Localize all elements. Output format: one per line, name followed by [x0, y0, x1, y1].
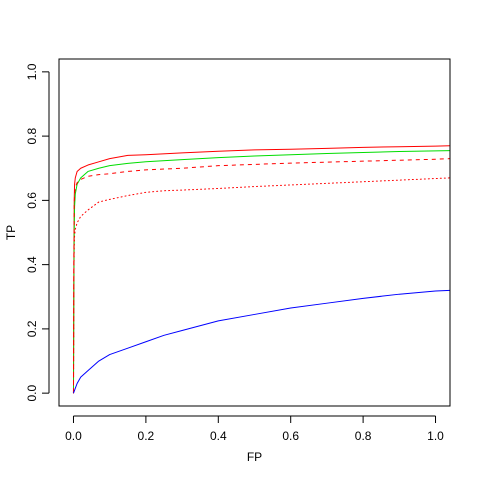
x-tick-label: 1.0	[427, 429, 444, 443]
y-tick-label: 0.2	[25, 320, 39, 337]
x-tick-label: 0.6	[282, 429, 299, 443]
chart-series-group	[72, 145, 450, 394]
plot-frame	[58, 58, 451, 407]
y-axis-label: TP	[4, 225, 18, 240]
x-tick-label: 0.0	[65, 429, 82, 443]
x-tick-label: 0.4	[210, 429, 227, 443]
series-line-1	[72, 145, 450, 394]
y-tick-label: 1.0	[25, 63, 39, 80]
series-line-2	[72, 150, 450, 394]
chart-axes: 0.0 0.2 0.4 0.6 0.8 1.0 0.0 0.2 0.4 0.6 0.8 1.0 FP…	[4, 58, 451, 464]
y-tick-label: 0.8	[25, 127, 39, 144]
series-line-4	[72, 177, 450, 394]
x-axis-label: FP	[247, 450, 262, 464]
y-axis-ticks: 0.0 0.2 0.4 0.6 0.8 1.0	[25, 63, 49, 401]
y-tick-label: 0.0	[25, 384, 39, 401]
y-tick-label: 0.6	[25, 192, 39, 209]
series-line-3	[72, 158, 450, 394]
x-tick-label: 0.8	[355, 429, 372, 443]
x-tick-label: 0.2	[138, 429, 155, 443]
x-axis-ticks: 0.0 0.2 0.4 0.6 0.8 1.0	[65, 416, 444, 443]
y-tick-label: 0.4	[25, 256, 39, 273]
series-line-5	[73, 289, 450, 394]
